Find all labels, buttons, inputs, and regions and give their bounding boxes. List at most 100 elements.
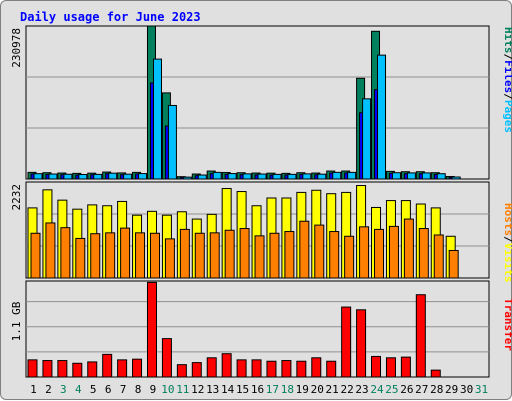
usage-max-label: 230978 [10,28,23,68]
day-label: 21 [326,383,339,396]
day-label: 2 [45,383,52,396]
visits-hosts-bar [314,224,325,279]
day-label: 8 [135,383,142,396]
usage-pages-bar [197,174,207,180]
day-label: 6 [105,383,112,396]
transfer-transfer-bar [415,294,426,378]
transfer-transfer-bar [117,359,128,378]
visits-hosts-bar [374,228,385,279]
transfer-transfer-bar [236,359,247,378]
day-label: 7 [120,383,127,396]
visits-hosts-bar [135,232,146,279]
day-label: 20 [311,383,324,396]
usage-pages-bar [227,173,237,180]
visits-hosts-bar [329,231,340,279]
usage-pages-bar [93,173,103,180]
day-label: 24 [370,383,384,396]
axis-label-part: Pages [502,100,512,133]
transfer-transfer-bar [27,359,38,378]
visits-hosts-bar [284,231,295,279]
visits-hosts-bar [224,229,235,279]
day-label: 27 [415,383,428,396]
axis-label-part: / [502,93,512,100]
usage-axis-label: Hits/Files/Pages [502,27,512,133]
visits-hosts-bar [344,235,355,279]
day-label: 29 [445,383,458,396]
usage-pages-bar [287,173,297,180]
day-label: 25 [385,383,398,396]
visits-hosts-bar [299,220,310,279]
usage-pages-bar [242,173,252,180]
transfer-transfer-bar [341,306,352,378]
usage-pages-bar [138,173,148,180]
day-label: 22 [340,383,353,396]
usage-pages-bar [152,58,162,180]
day-label: 19 [296,383,309,396]
usage-pages-bar [78,173,88,180]
usage-pages-bar [451,176,461,180]
usage-pages-bar [48,173,58,180]
transfer-transfer-bar [385,357,396,378]
transfer-transfer-bar [296,360,307,378]
day-label: 3 [60,383,67,396]
visits-hosts-bar [433,234,444,279]
day-label: 18 [281,383,294,396]
usage-pages-bar [347,171,357,180]
visits-hosts-bar [164,238,175,279]
visits-hosts-bar [403,218,414,279]
visits-hosts-bar [60,227,71,279]
usage-pages-bar [182,176,192,180]
axis-label-part: / [502,54,512,61]
day-label: 5 [90,383,97,396]
transfer-transfer-bar [176,364,187,378]
transfer-transfer-bar [57,360,68,378]
usage-pages-bar [167,104,177,180]
usage-pages-bar [377,54,387,180]
transfer-transfer-bar [191,362,202,378]
visits-max-label: 2232 [10,184,23,211]
axis-label-part: Transfer [502,298,512,351]
transfer-transfer-bar [251,359,262,378]
usage-pages-bar [332,171,342,180]
day-label: 4 [75,383,82,396]
visits-hosts-bar [448,249,459,279]
usage-pages-bar [391,172,401,180]
transfer-transfer-bar [132,358,143,378]
transfer-transfer-bar [206,357,217,378]
transfer-transfer-bar [400,356,411,378]
visits-hosts-bar [105,232,116,279]
visits-hosts-bar [239,228,250,279]
transfer-transfer-bar [356,309,367,378]
axis-label-part: Hosts [502,203,512,236]
transfer-transfer-bar [311,357,322,378]
visits-hosts-bar [359,226,370,279]
day-label: 13 [206,383,219,396]
day-label: 17 [266,383,279,396]
day-label: 10 [161,383,174,396]
day-label: 30 [460,383,473,396]
visits-hosts-bar [75,237,86,279]
visits-hosts-bar [45,222,56,279]
visits-hosts-bar [90,233,101,279]
visits-hosts-bar [269,232,280,279]
usage-pages-bar [302,173,312,180]
day-label: 9 [150,383,157,396]
transfer-transfer-bar [42,360,53,378]
usage-pages-bar [33,173,43,180]
transfer-transfer-bar [146,281,157,378]
usage-pages-bar [212,171,222,180]
usage-pages-bar [257,173,267,180]
usage-pages-bar [108,172,118,180]
day-label: 1 [30,383,37,396]
day-label: 26 [400,383,413,396]
usage-pages-bar [406,172,416,180]
transfer-transfer-bar [371,355,382,378]
transfer-transfer-bar [161,338,172,378]
transfer-axis-label: Transfer [502,298,512,351]
usage-pages-bar [317,173,327,180]
usage-pages-bar [362,98,372,180]
axis-label-part: Files [502,60,512,93]
transfer-transfer-bar [281,360,292,378]
